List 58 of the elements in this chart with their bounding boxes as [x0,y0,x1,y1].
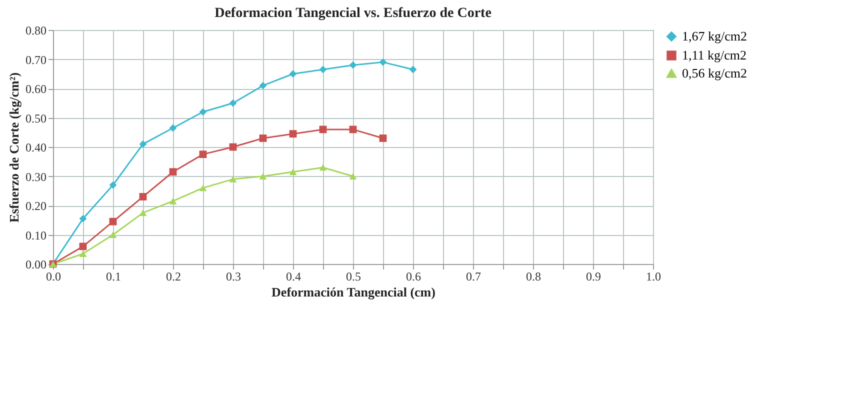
y-tick-label: 0.40 [26,140,46,154]
point [229,99,237,107]
legend-label: 0,56 kg/cm2 [682,66,747,80]
x-axis-title: Deformación Tangencial (cm) [272,284,436,300]
y-axis-title: Esfuerzo de Corte (kg/cm²) [6,72,22,223]
point [289,130,297,138]
y-tick-label: 0.00 [26,258,46,272]
point [259,82,267,90]
x-tick-label: 0.7 [466,270,481,284]
point [109,232,117,238]
x-tick-label: 1.0 [646,270,661,284]
point [169,198,177,204]
x-tick-label: 0.1 [106,270,121,284]
point [319,164,327,171]
chart-title: Deformacion Tangencial vs. Esfuerzo de Corte [214,6,492,21]
point [79,250,87,257]
x-tick-label: 0.2 [166,270,181,284]
point [199,150,207,158]
point [199,184,207,192]
x-tick-label: 0.9 [586,270,601,284]
y-tick-label: 0.70 [26,52,46,67]
point [259,134,267,142]
y-tick-label: 0.20 [26,199,46,213]
x-tick-label: 0.6 [406,270,421,284]
point [139,210,147,216]
point [109,218,117,226]
point [139,140,147,148]
x-tick-label: 0.4 [286,270,301,284]
x-tick-label: 0.3 [226,270,241,284]
point [169,168,177,176]
point [349,126,357,134]
point [79,242,87,250]
x-tick-label: 0.8 [526,270,541,284]
point [319,126,327,134]
point [289,168,297,176]
point [319,66,327,74]
point [169,124,177,132]
y-tick-label: 0.10 [26,228,46,242]
point [289,70,297,78]
y-tick-label: 0.80 [26,24,46,38]
legend-label: 1,67 kg/cm2 [682,28,747,44]
legend-label: 1,11 kg/cm2 [682,48,747,62]
y-tick-label: 0.60 [26,82,46,96]
x-tick-label: 0.5 [346,270,361,284]
x-tick-label: 0.0 [46,270,61,284]
point [379,58,387,66]
point [79,214,87,222]
point [349,173,357,180]
point [259,173,267,180]
point [109,181,117,189]
y-tick-label: 0.50 [26,111,46,126]
point [229,176,237,182]
point [379,134,387,142]
point [349,61,357,69]
point [409,66,417,74]
point [199,108,207,116]
y-tick-label: 0.30 [26,170,46,184]
point [139,193,147,200]
